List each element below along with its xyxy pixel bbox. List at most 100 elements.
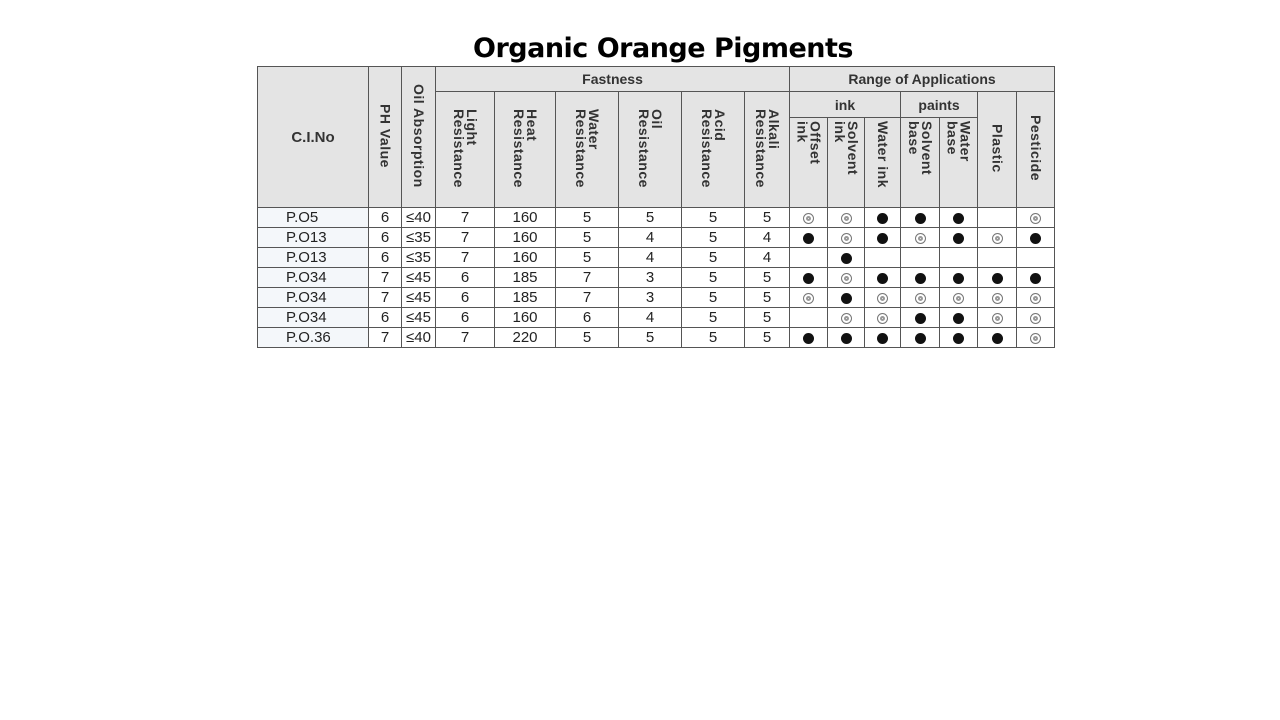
double-circle-icon — [840, 212, 852, 224]
double-circle-icon — [803, 212, 815, 224]
filled-circle-icon — [991, 272, 1003, 284]
fastness-cell: 7 — [435, 227, 495, 248]
application-cell — [827, 207, 866, 228]
filled-circle-icon — [914, 212, 926, 224]
fastness-cell: 3 — [618, 287, 682, 308]
table-row: P.O13 6 ≤35 7 160 5 4 5 4 — [257, 227, 1056, 248]
fastness-cell: 5 — [681, 227, 745, 248]
oil-absorption-cell: ≤45 — [401, 307, 436, 328]
fastness-cell: 5 — [681, 247, 745, 268]
ci-no-cell: P.O34 — [257, 287, 369, 308]
application-cell — [900, 307, 941, 328]
fastness-cell: 5 — [681, 307, 745, 328]
application-cell — [1016, 307, 1056, 328]
fastness-cell: 5 — [555, 207, 619, 228]
page-title: Organic Orange Pigments — [473, 33, 853, 64]
application-cell — [864, 207, 902, 228]
application-cell — [900, 227, 941, 248]
application-cell — [900, 207, 941, 228]
filled-circle-icon — [840, 292, 852, 304]
fastness-cell: 6 — [435, 307, 495, 328]
application-cell — [864, 227, 902, 248]
oil-absorption-cell: ≤35 — [401, 247, 436, 268]
fastness-cell: 6 — [435, 267, 495, 288]
fastness-cell: 5 — [743, 207, 791, 228]
header-text: Water base — [944, 121, 974, 162]
application-cell — [1016, 267, 1056, 288]
table-row: P.O5 6 ≤40 7 160 5 5 5 5 — [257, 207, 1056, 228]
application-cell — [939, 227, 979, 248]
oil-absorption-cell: ≤35 — [401, 227, 436, 248]
application-cell — [900, 247, 941, 268]
header-plastic: Plastic — [977, 91, 1018, 208]
fastness-cell: 160 — [494, 307, 556, 328]
table-row: P.O34 7 ≤45 6 185 7 3 5 5 — [257, 267, 1056, 288]
ci-no-cell: P.O34 — [257, 267, 369, 288]
header-text: Light Resistance — [451, 108, 480, 188]
double-circle-icon — [840, 232, 852, 244]
header-text: Alkali Resistance — [753, 108, 782, 188]
filled-circle-icon — [914, 312, 926, 324]
table-row: P.O.36 7 ≤40 7 220 5 5 5 5 — [257, 327, 1056, 348]
fastness-cell: 4 — [743, 247, 791, 268]
fastness-cell: 5 — [743, 287, 791, 308]
header-text: Solvent ink — [832, 121, 862, 176]
double-circle-icon — [840, 272, 852, 284]
application-cell — [1016, 207, 1056, 228]
fastness-cell: 5 — [555, 327, 619, 348]
application-cell — [1016, 327, 1056, 348]
filled-circle-icon — [914, 332, 926, 344]
filled-circle-icon — [953, 312, 965, 324]
header-application-col: Water ink — [864, 117, 902, 208]
application-cell — [900, 287, 941, 308]
double-circle-icon — [840, 312, 852, 324]
application-cell — [827, 307, 866, 328]
fastness-cell: 160 — [494, 227, 556, 248]
header-text: Acid Resistance — [699, 108, 728, 188]
application-cell — [827, 327, 866, 348]
ph-cell: 7 — [368, 287, 402, 308]
fastness-cell: 4 — [743, 227, 791, 248]
application-cell — [789, 207, 829, 228]
fastness-cell: 7 — [435, 247, 495, 268]
double-circle-icon — [1030, 212, 1042, 224]
oil-absorption-cell: ≤45 — [401, 287, 436, 308]
ph-cell: 6 — [368, 227, 402, 248]
application-cell — [977, 267, 1018, 288]
table-row: P.O34 7 ≤45 6 185 7 3 5 5 — [257, 287, 1056, 308]
filled-circle-icon — [991, 332, 1003, 344]
fastness-cell: 185 — [494, 287, 556, 308]
application-cell — [939, 247, 979, 268]
filled-circle-icon — [840, 332, 852, 344]
filled-circle-icon — [1030, 232, 1042, 244]
double-circle-icon — [1030, 332, 1042, 344]
application-cell — [939, 207, 979, 228]
table-row: P.O34 6 ≤45 6 160 6 4 5 5 — [257, 307, 1056, 328]
filled-circle-icon — [953, 272, 965, 284]
application-cell — [827, 247, 866, 268]
application-cell — [1016, 287, 1056, 308]
application-cell — [789, 287, 829, 308]
oil-absorption-cell: ≤45 — [401, 267, 436, 288]
ph-cell: 6 — [368, 247, 402, 268]
filled-circle-icon — [877, 212, 889, 224]
ci-no-cell: P.O5 — [257, 207, 369, 228]
header-text: Pesticide — [1028, 115, 1045, 181]
fastness-cell: 5 — [681, 327, 745, 348]
double-circle-icon — [914, 292, 926, 304]
application-cell — [827, 267, 866, 288]
fastness-cell: 5 — [681, 267, 745, 288]
header-range: Range of Applications — [789, 66, 1056, 92]
fastness-cell: 7 — [435, 207, 495, 228]
double-circle-icon — [953, 292, 965, 304]
header-application-col: Offset ink — [789, 117, 829, 208]
fastness-cell: 5 — [743, 307, 791, 328]
application-cell — [864, 307, 902, 328]
fastness-cell: 5 — [618, 327, 682, 348]
header-application-col: Solvent ink — [827, 117, 866, 208]
fastness-cell: 5 — [681, 287, 745, 308]
fastness-cell: 5 — [743, 267, 791, 288]
double-circle-icon — [1030, 312, 1042, 324]
header-text: Offset ink — [794, 121, 824, 165]
fastness-cell: 220 — [494, 327, 556, 348]
